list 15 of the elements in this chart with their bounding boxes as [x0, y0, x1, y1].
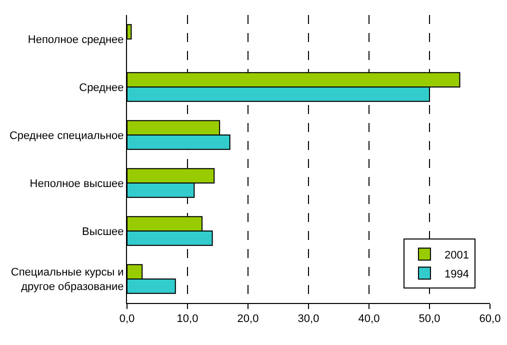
x-tick-label: 0,0 [119, 313, 135, 326]
legend-label: 1994 [444, 268, 469, 280]
y-tick-label: Высшее [82, 226, 124, 238]
legend-label: 2001 [444, 249, 469, 262]
x-tick-label: 50,0 [418, 313, 440, 326]
x-tick-label: 60,0 [479, 313, 501, 326]
x-tick-label: 30,0 [298, 313, 320, 326]
x-tick-label: 40,0 [358, 313, 380, 326]
y-tick-label: Специальные курсы и другое образование [10, 266, 124, 293]
y-tick-label: Среднее [79, 82, 124, 94]
y-tick-label: Неполное среднее [28, 34, 124, 46]
y-tick-label: Неполное высшее [30, 178, 124, 190]
x-tick-label: 10,0 [176, 313, 198, 326]
x-tick-label: 20,0 [237, 313, 259, 326]
y-tick-label: Среднее специальное [9, 130, 124, 142]
